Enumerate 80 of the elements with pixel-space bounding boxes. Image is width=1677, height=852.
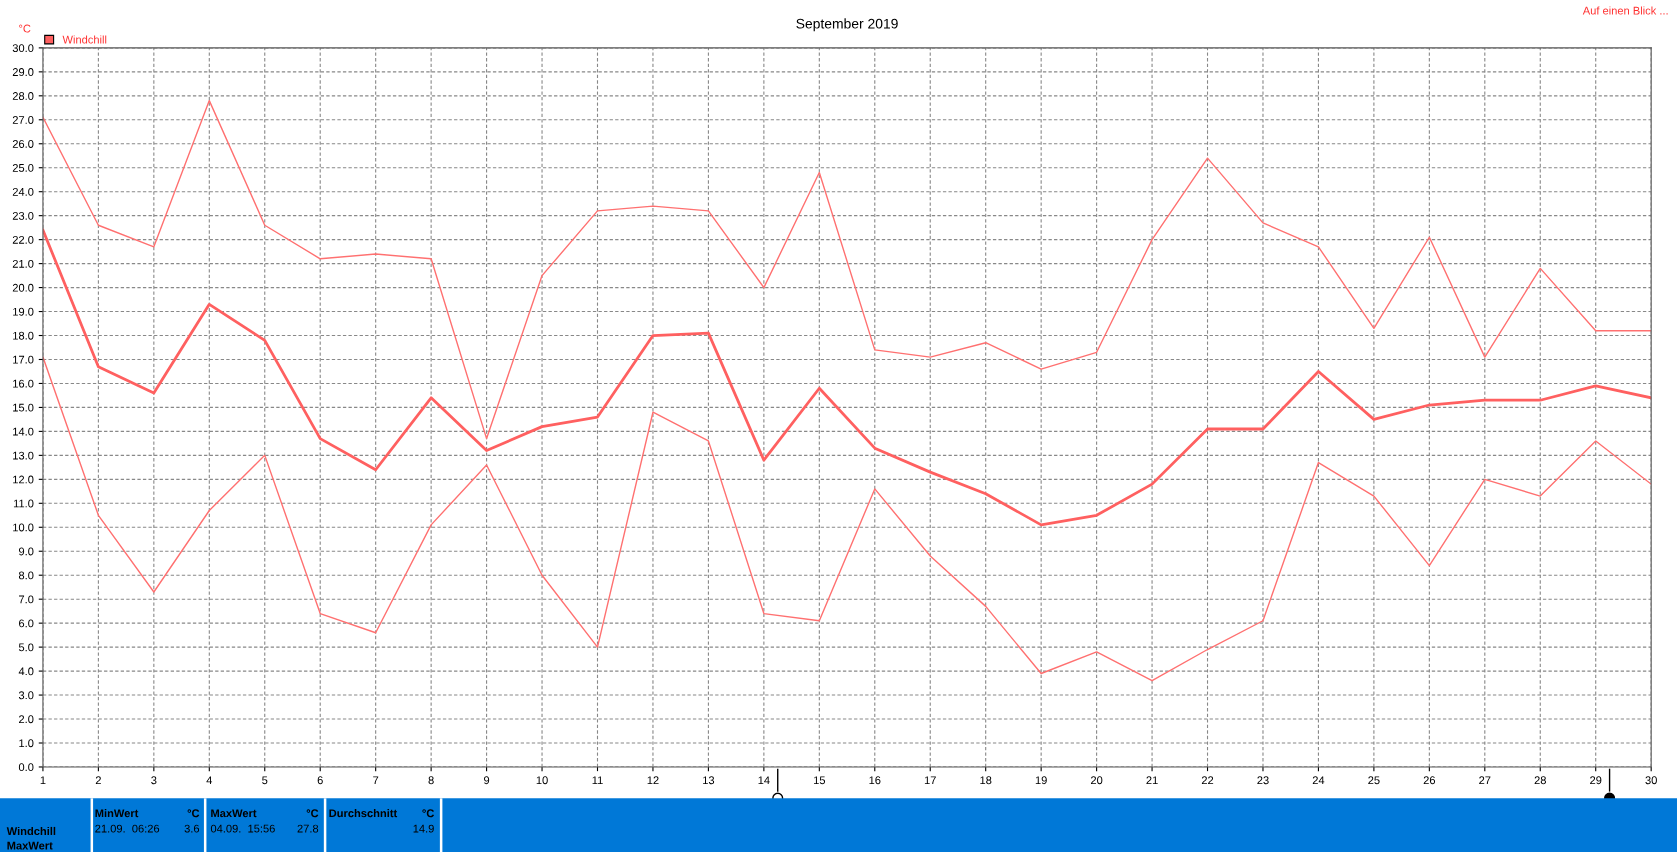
y-tick-label: 16.0 bbox=[13, 379, 34, 388]
text: 14.9 bbox=[413, 824, 434, 833]
line-series bbox=[42, 228, 1652, 527]
text: Windchill bbox=[6, 826, 56, 836]
chart-title: September 2019 bbox=[796, 18, 898, 32]
y-tick-label: 26.0 bbox=[12, 140, 34, 148]
y-tick-label: 2.0 bbox=[19, 715, 34, 724]
y-tick-label: 6.0 bbox=[19, 619, 34, 628]
x-tick-label: 2 bbox=[95, 776, 101, 785]
x-tick-label: 15 bbox=[813, 776, 826, 785]
text: 3.6 bbox=[184, 824, 200, 833]
x-tick-label: 3 bbox=[151, 776, 157, 785]
x-tick-label: 20 bbox=[1090, 776, 1103, 785]
x-tick-label: 18 bbox=[980, 776, 992, 785]
y-tick-label: 17.0 bbox=[13, 355, 34, 364]
y-tick-label: 14.0 bbox=[13, 427, 34, 436]
text: MaxWert bbox=[7, 841, 53, 850]
y-tick-label: 24.0 bbox=[12, 187, 34, 196]
x-tick-label: 30 bbox=[1645, 776, 1657, 785]
y-tick-label: 9.0 bbox=[18, 547, 34, 556]
y-tick-label: 7.0 bbox=[19, 595, 34, 604]
x-tick-label: 17 bbox=[924, 776, 936, 785]
y-tick-label: 13.0 bbox=[13, 451, 34, 460]
y-tick-label: 8.0 bbox=[18, 571, 34, 580]
x-tick-label: 7 bbox=[373, 776, 379, 785]
y-tick-label: 19.0 bbox=[13, 307, 34, 316]
y-tick-label: 5.0 bbox=[18, 643, 34, 652]
x-tick-label: 21 bbox=[1146, 776, 1158, 785]
y-tick-label: 0.0 bbox=[18, 763, 34, 772]
line-series bbox=[42, 99, 1652, 440]
y-tick-label: 25.0 bbox=[12, 164, 34, 172]
y-tick-label: 12.0 bbox=[13, 475, 34, 484]
text: 21.09. 06:26 bbox=[95, 824, 160, 833]
text: °C bbox=[306, 809, 319, 818]
y-tick-label: 15.0 bbox=[13, 403, 34, 412]
y-tick-label: 1.0 bbox=[19, 739, 34, 748]
x-tick-label: 11 bbox=[592, 776, 603, 785]
text: MinWert bbox=[95, 809, 139, 818]
text: MaxWert bbox=[211, 809, 257, 818]
x-tick-label: 24 bbox=[1312, 776, 1325, 785]
x-tick-label: 29 bbox=[1590, 776, 1602, 785]
x-tick-label: 14 bbox=[758, 776, 770, 785]
x-tick-label: 22 bbox=[1201, 776, 1214, 785]
text: Durchschnitt bbox=[329, 809, 398, 818]
y-tick-label: 27.0 bbox=[12, 116, 34, 124]
x-tick-label: 6 bbox=[317, 776, 323, 785]
x-tick-label: 19 bbox=[1035, 776, 1047, 785]
legend-label: Windchill bbox=[62, 35, 107, 44]
x-tick-label: 4 bbox=[206, 776, 213, 785]
x-tick-label: 9 bbox=[484, 776, 490, 785]
text: 27.8 bbox=[297, 824, 319, 833]
x-tick-label: 13 bbox=[703, 776, 715, 785]
x-tick-label: 23 bbox=[1257, 776, 1269, 785]
y-tick-label: 29.0 bbox=[12, 68, 34, 76]
y-tick-label: 4.0 bbox=[18, 667, 34, 676]
y-tick-label: 28.0 bbox=[12, 92, 34, 100]
y-tick-label: 3.0 bbox=[18, 691, 34, 700]
y-tick-label: 21.0 bbox=[12, 259, 34, 268]
x-tick-label: 12 bbox=[647, 776, 659, 785]
y-tick-label: 20.0 bbox=[12, 283, 34, 292]
y-tick-label: 18.0 bbox=[13, 331, 34, 340]
x-tick-label: 1 bbox=[40, 776, 46, 785]
x-tick-label: 5 bbox=[262, 776, 268, 785]
text: Auf einen Blick ... bbox=[1582, 6, 1668, 15]
text: °C bbox=[187, 809, 200, 818]
text: °C bbox=[422, 809, 435, 818]
x-tick-label: 16 bbox=[869, 776, 881, 785]
y-tick-label: 10.0 bbox=[13, 523, 34, 532]
x-tick-label: 10 bbox=[536, 776, 548, 785]
y-tick-label: 11.0 bbox=[13, 499, 34, 508]
y-tick-label: 30.0 bbox=[12, 44, 34, 53]
x-tick-label: 26 bbox=[1423, 776, 1436, 785]
x-tick-label: 25 bbox=[1368, 776, 1380, 785]
x-tick-label: 8 bbox=[428, 776, 434, 785]
x-tick-label: 28 bbox=[1534, 776, 1546, 785]
y-tick-label: 23.0 bbox=[12, 211, 34, 220]
x-tick-label: 27 bbox=[1479, 776, 1491, 785]
text: 04.09. 15:56 bbox=[210, 824, 275, 833]
y-axis-title: °C bbox=[19, 24, 31, 33]
y-tick-label: 22.0 bbox=[12, 235, 34, 244]
